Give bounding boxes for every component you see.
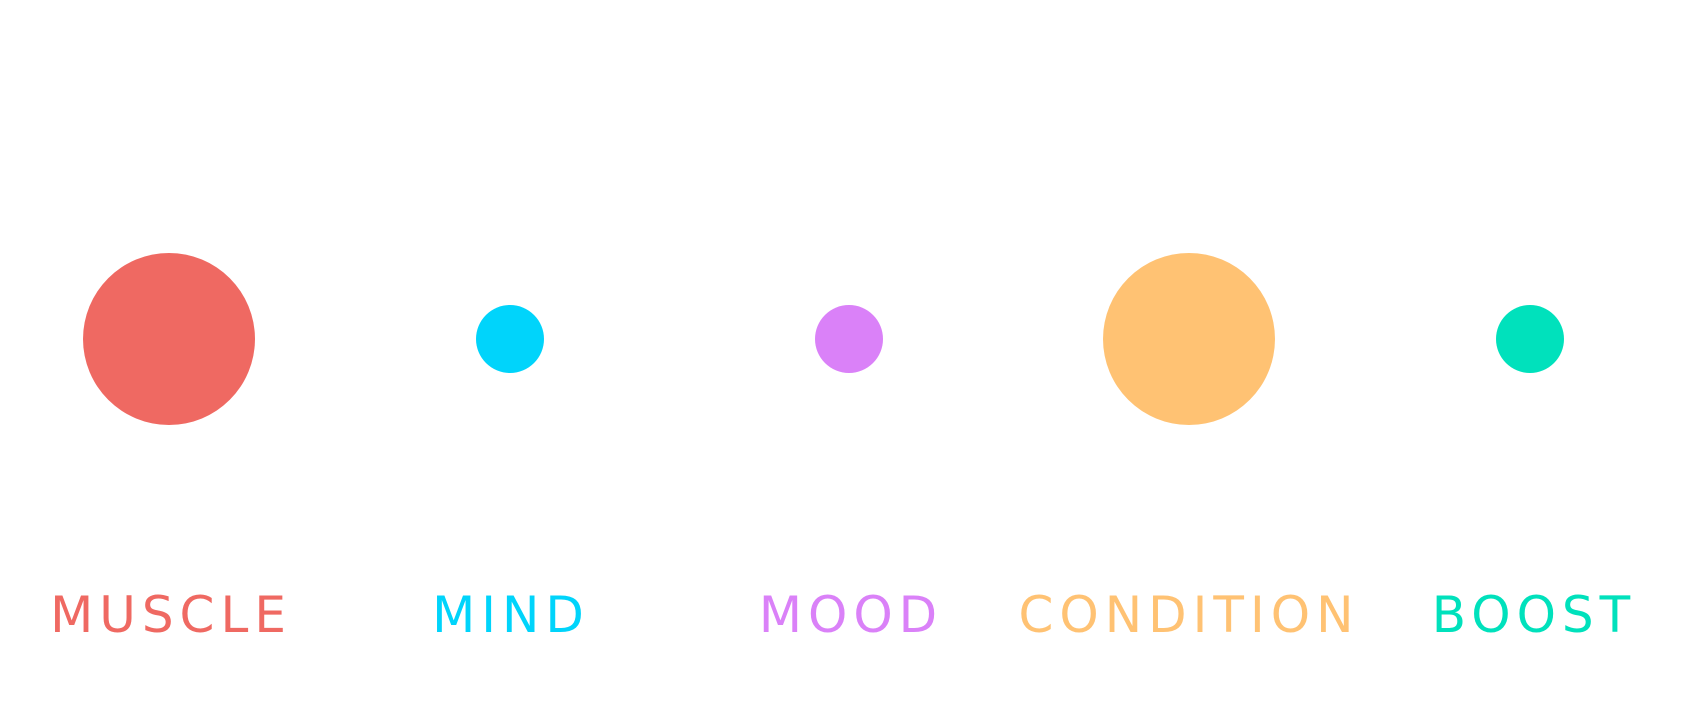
boost-dot [1496,305,1564,373]
mood-dot [815,305,883,373]
mind-label: MIND [432,586,590,644]
mood-label: MOOD [758,586,944,644]
muscle-label: MUSCLE [50,586,292,644]
condition-dot [1103,253,1275,425]
boost-label: BOOST [1431,586,1637,644]
condition-label: CONDITION [1018,586,1360,644]
mind-dot [476,305,544,373]
muscle-dot [83,253,255,425]
